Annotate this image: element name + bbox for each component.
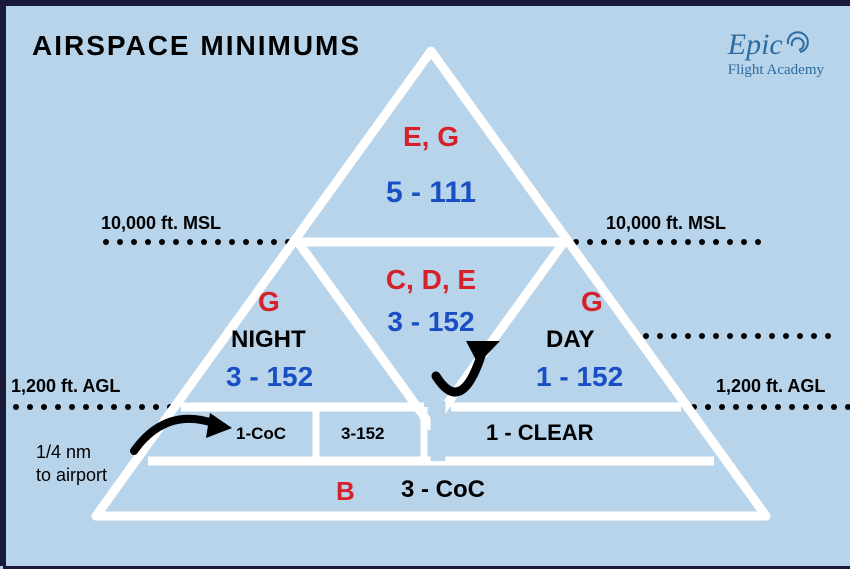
class-base: B — [336, 476, 355, 507]
rule-center: 3 - 152 — [6, 306, 850, 338]
rule-left: 3 - 152 — [226, 361, 313, 393]
arrow-center-icon — [436, 341, 500, 392]
rule-base: 3 - CoC — [401, 476, 485, 504]
dots-lower-left — [13, 404, 173, 410]
class-left: G — [258, 286, 280, 318]
low-left-a: 1-CoC — [236, 424, 286, 444]
class-top: E, G — [6, 121, 850, 153]
low-right: 1 - CLEAR — [486, 420, 594, 446]
label-right: DAY — [546, 326, 594, 354]
dots-lower-right — [691, 404, 850, 410]
rule-right: 1 - 152 — [536, 361, 623, 393]
class-center: C, D, E — [6, 264, 850, 296]
rule-top: 5 - 111 — [6, 176, 850, 210]
low-left-b: 3-152 — [341, 424, 384, 444]
label-left: NIGHT — [231, 326, 306, 354]
dots-upper-right — [559, 239, 761, 245]
class-right: G — [581, 286, 603, 318]
dots-upper-left — [103, 239, 305, 245]
